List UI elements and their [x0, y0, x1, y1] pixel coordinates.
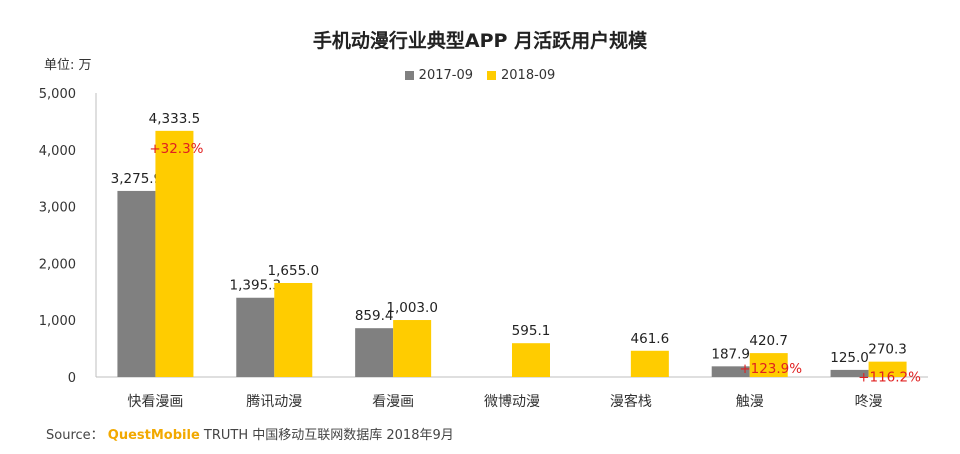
growth-label-7: +116.2%: [858, 370, 921, 386]
data-label-2017-09-6: 187.9: [711, 346, 750, 362]
y-tick-label: 3,000: [39, 201, 76, 216]
unit-label: 单位: 万: [44, 58, 92, 73]
legend-swatch-2018: [487, 71, 496, 80]
data-label-2017-09-3: 859.4: [355, 308, 394, 324]
bar-2017-09-1: [117, 190, 156, 377]
bar-2018-09-7: [868, 361, 907, 377]
bar-2017-09-6: [711, 366, 750, 377]
bar-2018-09-5: [630, 350, 669, 377]
bar-2017-09-2: [236, 297, 275, 377]
data-label-2018-09-4: 595.1: [512, 323, 551, 339]
y-tick-label: 4,000: [39, 144, 76, 159]
bar-2018-09-6: [749, 353, 788, 377]
category-label-3: 看漫画: [372, 394, 414, 410]
y-tick-label: 0: [68, 371, 76, 386]
data-label-2018-09-6: 420.7: [749, 333, 788, 349]
growth-label-6: +123.9%: [739, 361, 802, 377]
bar-2018-09-4: [512, 343, 550, 377]
y-tick-label: 1,000: [39, 314, 76, 329]
legend-item-2018: 2018-09: [487, 68, 555, 83]
data-label-2018-09-3: 1,003.0: [386, 300, 438, 316]
bar-2018-09-3: [393, 320, 432, 377]
data-label-2017-09-1: 3,275.9: [111, 171, 163, 187]
legend: 2017-09 2018-09: [0, 68, 960, 83]
data-label-2018-09-2: 1,655.0: [268, 263, 320, 279]
data-label-2017-09-2: 1,395.3: [230, 278, 282, 294]
category-label-5: 漫客栈: [610, 393, 652, 410]
bar-2017-09-7: [830, 369, 869, 377]
source-brand: QuestMobile: [107, 428, 200, 443]
legend-swatch-2017: [404, 71, 414, 80]
bar-2018-09-2: [274, 282, 313, 377]
legend-item-2017: 2017-09: [404, 68, 473, 83]
bar-2017-09-3: [355, 328, 394, 377]
data-label-2018-09-7: 270.3: [868, 342, 907, 358]
bar-2018-09-1: [155, 130, 194, 377]
category-label-6: 触漫: [736, 394, 764, 410]
category-label-7: 咚漫: [855, 394, 883, 410]
category-label-4: 微博动漫: [484, 393, 540, 410]
data-label-2018-09-5: 461.6: [631, 331, 670, 347]
source-prefix: Source：: [46, 428, 104, 443]
y-tick-label: 2,000: [39, 257, 76, 272]
data-label-2018-09-1: 4,333.5: [149, 111, 201, 127]
source-rest: TRUTH 中国移动互联网数据库 2018年9月: [203, 428, 454, 443]
source-note: Source： QuestMobile TRUTH 中国移动互联网数据库 201…: [46, 424, 454, 443]
legend-label-2018: 2018-09: [501, 68, 556, 83]
legend-label-2017: 2017-09: [418, 68, 473, 83]
growth-label-1: +32.3%: [149, 141, 203, 157]
category-label-2: 腾讯动漫: [246, 393, 302, 410]
chart-title: 手机动漫行业典型APP 月活跃用户规模: [312, 30, 648, 52]
y-tick-label: 5,000: [39, 87, 76, 102]
data-label-2017-09-7: 125.0: [830, 350, 869, 366]
category-label-1: 快看漫画: [127, 394, 183, 410]
